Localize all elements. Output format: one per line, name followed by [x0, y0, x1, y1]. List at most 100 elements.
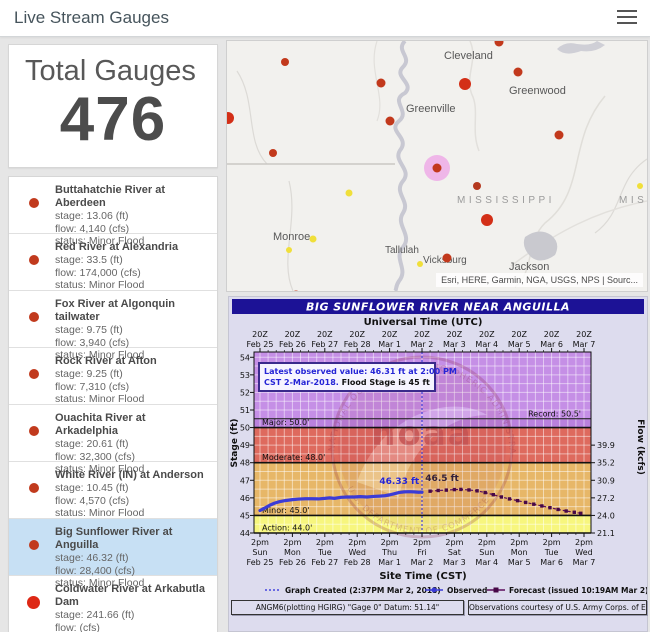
gauge-list-item[interactable]: Big Sunflower River at Anguilla stage: 4…: [9, 519, 217, 589]
cst-tick-date: Mar 5: [508, 558, 531, 567]
gauge-map-marker[interactable]: [269, 149, 277, 157]
reservoir-shape: [523, 231, 558, 261]
utc-tick-date: Feb 28: [344, 340, 371, 349]
flow-tick-label: 39.9: [597, 441, 615, 450]
gauge-map-marker[interactable]: [481, 214, 493, 226]
map-road: [468, 41, 480, 152]
gauge-map-marker[interactable]: [309, 235, 317, 243]
gage-datum-note: ANGM6(plotting HGIRG) "Gage 0" Datum: 51…: [231, 600, 464, 615]
flood-threshold-label: Action: 44.0': [262, 524, 312, 533]
selected-gauge-marker[interactable]: [432, 163, 442, 173]
forecast-point: [428, 489, 432, 493]
cst-tick-date: Mar 1: [378, 558, 401, 567]
gauge-list-item[interactable]: White River (IN) at Anderson stage: 10.4…: [9, 462, 217, 519]
map-place-label: MISSISSIPPI: [619, 195, 647, 206]
cst-tick-day: Wed: [348, 548, 365, 557]
value-annotation: 46.33 ft: [379, 477, 420, 487]
gauge-name: Fox River at Algonquin tailwater: [55, 298, 175, 323]
stage-tick-label: 44: [240, 529, 250, 538]
forecast-point: [515, 498, 520, 503]
cst-tick-date: Mar 4: [475, 558, 498, 567]
gauge-list-item[interactable]: Coldwater River at Arkabutla Dam stage: …: [9, 576, 217, 632]
gauge-map-marker[interactable]: [227, 112, 234, 124]
gauge-map-marker[interactable]: [345, 189, 353, 197]
utc-tick-date: Mar 5: [508, 340, 531, 349]
gauge-map-marker[interactable]: [292, 290, 301, 292]
gauge-status: status: Minor Flood: [55, 463, 145, 476]
forecast-point: [483, 490, 487, 495]
forecast-point: [564, 509, 568, 513]
flow-tick-label: 35.2: [597, 459, 615, 468]
stage-axis-title: Stage (ft): [230, 419, 240, 468]
map-panel[interactable]: Cleveland Greenwood Greenville MISSISSIPPI M…: [226, 40, 648, 292]
forecast-point: [572, 510, 576, 514]
flood-threshold-label: Record: 50.5': [528, 409, 581, 418]
mississippi-river: [393, 41, 410, 291]
map-road: [236, 70, 268, 165]
cst-tick-day: Mon: [511, 548, 528, 557]
gauge-stage: stage: 20.61 (ft): [55, 438, 129, 450]
gauge-map-marker[interactable]: [494, 41, 504, 47]
cst-tick-date: Mar 6: [540, 558, 563, 567]
gauge-name: Rock River at Afton: [55, 355, 157, 367]
stage-tick-label: 53: [240, 371, 250, 380]
gauge-map-marker[interactable]: [286, 247, 292, 253]
gauge-map-marker[interactable]: [459, 78, 471, 90]
gauge-list-item[interactable]: Rock River at Afton stage: 9.25 (ft) flo…: [9, 348, 217, 405]
map-place-label: Monroe: [273, 231, 310, 243]
cst-tick-time: 2pm: [510, 538, 528, 547]
cst-tick-day: Sun: [479, 548, 494, 557]
value-annotation: 46.5 ft: [425, 474, 459, 484]
gauge-map-marker[interactable]: [417, 261, 423, 267]
utc-tick-date: Mar 3: [443, 340, 466, 349]
flow-tick-label: 27.2: [597, 494, 615, 503]
forecast-point: [507, 497, 512, 501]
flood-threshold-label: Major: 50.0': [262, 418, 309, 427]
gauge-stage: stage: 46.32 (ft): [55, 552, 129, 564]
forecast-point: [523, 500, 528, 505]
gauge-flow: flow: 32,300 (cfs): [55, 450, 135, 463]
svg-text:Latest observed value: 46.31: Latest observed value: 46.31 ft at 2:00 …: [264, 367, 457, 376]
cst-tick-time: 2pm: [316, 538, 334, 547]
cst-tick-time: 2pm: [348, 538, 366, 547]
gauge-name: Coldwater River at Arkabutla Dam: [55, 583, 205, 608]
gauge-map-marker[interactable]: [554, 130, 564, 140]
svg-text:noaa: noaa: [371, 414, 472, 454]
legend-observed: Observed: [447, 586, 487, 595]
gauge-flow: flow: 174,000 (cfs): [55, 266, 141, 279]
forecast-point: [444, 488, 448, 492]
gauge-status-dot: [29, 483, 39, 493]
stage-tick-label: 51: [240, 406, 250, 415]
gauge-stage: stage: 241.66 (ft): [55, 609, 135, 621]
gauge-status: status: Minor Flood: [55, 279, 145, 292]
gauge-map-marker[interactable]: [513, 67, 523, 77]
observed-series: [258, 490, 424, 513]
gauge-name: White River (IN) at Anderson: [55, 469, 204, 481]
gauge-map-marker[interactable]: [281, 58, 289, 66]
map-canvas[interactable]: Cleveland Greenwood Greenville MISSISSIPPI M…: [227, 41, 647, 291]
cst-tick-time: 2pm: [413, 538, 431, 547]
gauge-map-marker[interactable]: [637, 183, 643, 189]
gauge-list-item[interactable]: Red River at Alexandria stage: 33.5 (ft)…: [9, 234, 217, 291]
hamburger-menu-icon[interactable]: [617, 10, 637, 26]
cst-tick-time: 2pm: [445, 538, 463, 547]
utc-tick-date: Mar 6: [540, 340, 563, 349]
cst-tick-day: Tue: [317, 548, 332, 557]
cst-tick-day: Tue: [544, 548, 559, 557]
gauge-list-item[interactable]: Ouachita River at Arkadelphia stage: 20.…: [9, 405, 217, 475]
utc-tick-time: 20Z: [252, 330, 268, 339]
stage-tick-label: 54: [240, 353, 250, 362]
gauge-name: Big Sunflower River at Anguilla: [55, 526, 173, 551]
gauge-map-marker[interactable]: [442, 253, 452, 263]
gauge-map-marker[interactable]: [473, 182, 481, 190]
gauge-list-item[interactable]: Fox River at Algonquin tailwater stage: …: [9, 291, 217, 361]
utc-tick-time: 20Z: [479, 330, 495, 339]
gauge-status: status: Minor Flood: [55, 393, 145, 406]
gauge-map-marker[interactable]: [385, 116, 395, 126]
flow-tick-label: 24.0: [597, 511, 615, 520]
gauge-status: status: Minor Flood: [55, 507, 145, 520]
utc-tick-time: 20Z: [447, 330, 463, 339]
map-road: [510, 200, 647, 267]
gauge-map-marker[interactable]: [376, 78, 386, 88]
gauge-list-item[interactable]: Buttahatchie River at Aberdeen stage: 13…: [9, 177, 217, 247]
